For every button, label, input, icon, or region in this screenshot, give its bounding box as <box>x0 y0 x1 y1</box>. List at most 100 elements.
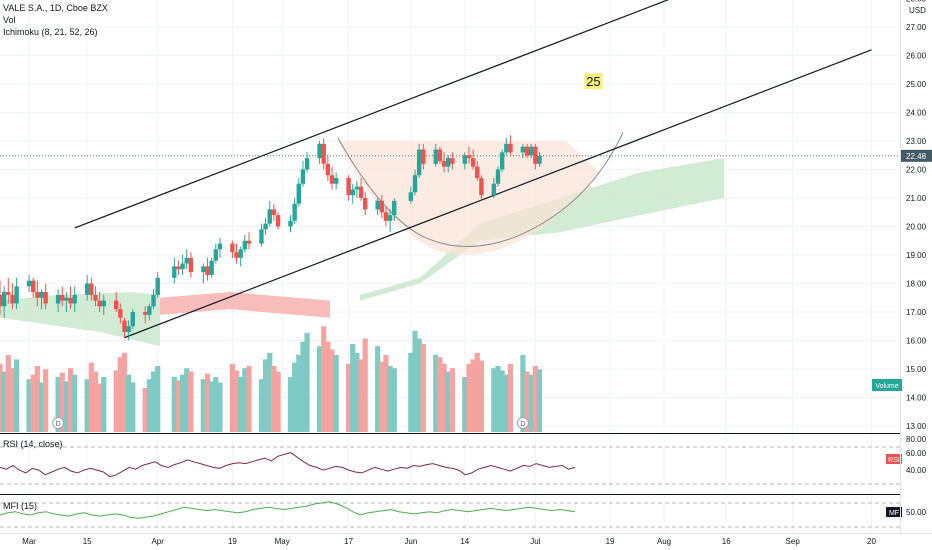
candle-body <box>383 212 389 221</box>
candle-body <box>275 215 281 227</box>
x-tick-label: May <box>275 537 290 546</box>
candle-body <box>387 215 393 221</box>
x-tick-label: 15 <box>83 537 92 546</box>
volume-bar <box>416 338 422 432</box>
candle-body <box>508 143 513 153</box>
cup-fill <box>338 141 600 255</box>
volume-indicator-label[interactable]: Vol <box>3 15 16 25</box>
candle-body <box>412 175 418 193</box>
volume-bar <box>354 352 360 432</box>
upper-trendline <box>74 0 670 229</box>
candle-body <box>209 260 214 275</box>
rsi-indicator-label[interactable]: RSI (14, close) <box>3 439 63 449</box>
candle-body <box>122 320 127 332</box>
volume-bar <box>101 377 107 432</box>
dividend-marker <box>52 417 65 429</box>
candle-body <box>180 263 185 270</box>
candle-body <box>0 294 3 307</box>
volume-bar <box>126 374 132 432</box>
candle-body <box>271 209 277 216</box>
volume-bar <box>304 333 310 432</box>
volume-bar <box>333 355 339 432</box>
candle-body <box>242 240 248 250</box>
candle-body <box>184 257 189 264</box>
mfi-indicator-label[interactable]: MFI (15) <box>3 501 38 511</box>
volume-bar <box>238 377 244 432</box>
candle-body <box>292 203 297 221</box>
candle-body <box>524 146 530 156</box>
y-tick-label: 21.00 <box>906 194 927 203</box>
candle-body <box>475 166 480 179</box>
y-tick-label: 20.00 <box>906 223 927 232</box>
candle-body <box>26 280 32 287</box>
volume-bar <box>300 341 306 432</box>
candle-body <box>101 300 106 307</box>
symbol-title[interactable]: VALE S.A., 1D, Cboe BZX <box>3 3 108 13</box>
candle-body <box>68 297 73 304</box>
mfi-badge: MF <box>889 510 899 517</box>
kumo-early <box>0 292 160 347</box>
volume-bar <box>528 374 534 432</box>
candle-body <box>201 266 206 273</box>
volume-bar <box>478 360 484 432</box>
candle-body <box>446 158 451 167</box>
rsi-legend: RSI (14, close) <box>3 438 63 450</box>
volume-bar <box>441 363 447 432</box>
candle-body <box>533 146 538 164</box>
volume-bar <box>14 359 20 432</box>
candle-body <box>155 277 160 295</box>
volume-bar <box>520 355 526 432</box>
lower-trendline <box>124 49 872 339</box>
y-tick-label: 16.00 <box>906 337 927 346</box>
candle-body <box>529 146 534 156</box>
candle-body <box>14 286 19 304</box>
y-tick-label: 23.00 <box>906 137 927 146</box>
candle-body <box>375 200 380 210</box>
volume-bar <box>5 355 11 432</box>
volume-bar <box>420 344 426 432</box>
candle-body <box>350 189 355 196</box>
candle-body <box>354 186 360 190</box>
volume-bar <box>391 368 397 432</box>
cup-pattern <box>337 132 624 255</box>
ichimoku-cloud <box>0 158 724 347</box>
kumo-bearish <box>160 292 330 318</box>
grid-lines <box>0 0 900 533</box>
candle-body <box>93 294 98 301</box>
y-tick-label: 24.00 <box>906 109 927 118</box>
volume-bar <box>275 371 281 432</box>
candle-body <box>6 292 11 295</box>
mfi-line <box>0 501 576 519</box>
volume-bar <box>97 383 103 432</box>
y-tick-label: 27.00 <box>906 23 927 32</box>
x-tick-label: Apr <box>151 537 164 546</box>
candle-body <box>379 200 384 213</box>
kumo-bullish <box>360 158 724 301</box>
candles <box>0 135 542 341</box>
dividend-marker-label: D <box>56 421 61 428</box>
last-price-badge-bg <box>901 149 932 162</box>
candle-body <box>259 229 264 244</box>
candle-body <box>416 149 422 176</box>
ichimoku-indicator-label[interactable]: Ichimoku (8, 21, 52, 26) <box>3 27 98 37</box>
volume-bar <box>188 371 194 432</box>
volume-bar <box>117 357 123 432</box>
volume-bar <box>121 352 128 432</box>
volume-bar <box>142 388 148 432</box>
volume-bar <box>184 368 190 432</box>
volume-bar <box>130 382 136 432</box>
candle-body <box>304 158 310 170</box>
level-25-label-bg <box>584 73 603 90</box>
candle-body <box>363 198 368 210</box>
y-tick-label: 26.00 <box>906 52 927 61</box>
chart-legend: VALE S.A., 1D, Cboe BZX Vol Ichimoku (8,… <box>3 2 108 38</box>
candle-body <box>72 294 77 304</box>
volume-bar <box>408 352 414 432</box>
candle-body <box>176 266 181 270</box>
y-tick-label: 28.00 <box>906 0 927 4</box>
volume-bar <box>9 368 16 432</box>
mfi-tick-50: 50.00 <box>906 508 927 517</box>
